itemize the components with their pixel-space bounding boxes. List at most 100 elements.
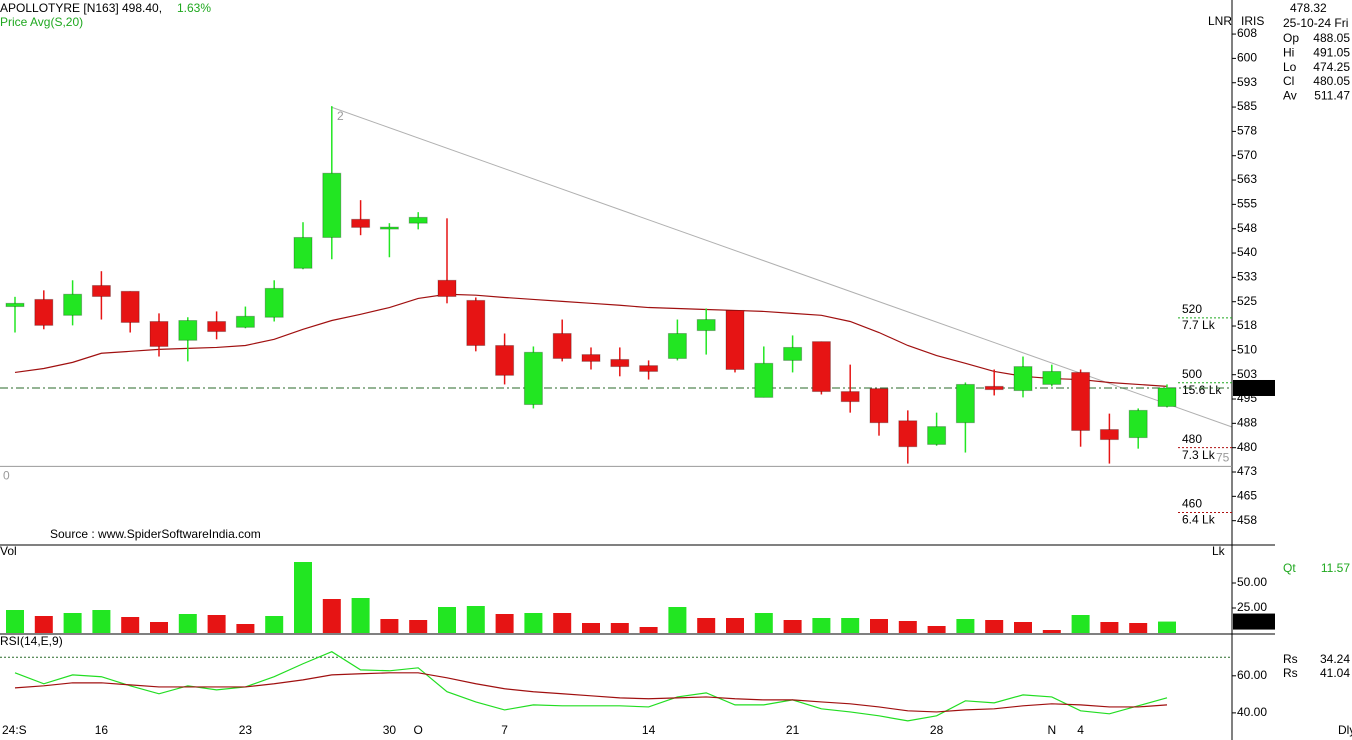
volume-bar	[697, 618, 716, 633]
y-tick-label: 465	[1237, 489, 1257, 503]
level-volume: 7.7 Lk	[1182, 318, 1216, 332]
candle-body	[322, 172, 342, 238]
y-tick-label: 518	[1237, 318, 1257, 332]
volume-bar	[1129, 623, 1148, 633]
candle-body	[1099, 429, 1119, 441]
candle-body	[725, 309, 745, 370]
last-volume-label: 11.44	[1236, 614, 1265, 628]
candle-body	[1157, 387, 1177, 407]
candle-body	[955, 383, 975, 424]
volume-bar	[150, 622, 168, 633]
candle-body	[984, 385, 1004, 391]
interval: Dly	[1338, 723, 1352, 737]
candle-body	[898, 420, 918, 448]
readout-value: 480.05	[1313, 74, 1350, 88]
y-tick-label: 50.00	[1237, 575, 1267, 589]
volume-bar	[1158, 621, 1176, 633]
volume-bar	[668, 607, 687, 633]
readout-value: 488.05	[1313, 31, 1350, 45]
rsi-line	[14, 672, 1168, 713]
x-tick-label: 4	[1077, 723, 1084, 737]
volume-bar	[726, 618, 744, 633]
readout-value: 41.04	[1320, 666, 1350, 680]
support-label: 75	[1216, 451, 1230, 465]
level-label: 520	[1182, 302, 1202, 316]
candle-body	[178, 320, 198, 341]
x-tick-label: 16	[95, 723, 109, 737]
level-label: 480	[1182, 432, 1202, 446]
readout-value: 511.47	[1314, 88, 1350, 102]
candle-body	[696, 319, 716, 332]
level-volume: 6.4 Lk	[1182, 513, 1216, 527]
y-tick-label: 600	[1237, 51, 1257, 65]
x-tick-label: 23	[239, 723, 253, 737]
candle-body	[1013, 366, 1033, 392]
candle-body	[120, 290, 140, 323]
volume-bar	[1100, 622, 1119, 633]
change: 1.63%	[177, 1, 211, 15]
legend-entry: Rs	[1283, 666, 1298, 680]
y-tick-label: 533	[1237, 270, 1257, 284]
candle-body	[34, 298, 54, 326]
volume-bar	[898, 621, 917, 633]
support-label: 0	[3, 469, 10, 483]
volume-bar	[380, 619, 399, 633]
readout-label: Cl	[1283, 74, 1294, 88]
volume-bar	[438, 607, 456, 633]
volume-bar	[524, 613, 543, 633]
trendline	[330, 106, 1233, 428]
last-volume-box	[1233, 613, 1275, 630]
candle-body	[840, 391, 860, 403]
x-tick-label: N	[1047, 723, 1056, 737]
scale-mode: LNR	[1208, 14, 1232, 28]
y-tick-label: 60.00	[1237, 668, 1267, 682]
readout-value: 11.57	[1321, 561, 1350, 575]
candle-body	[639, 365, 659, 372]
x-tick-label: 14	[642, 723, 656, 737]
y-tick-label: 585	[1237, 99, 1257, 113]
panel-unit: Lk	[1212, 544, 1226, 558]
cursor-price: 478.32	[1290, 1, 1327, 15]
candle-body	[783, 346, 803, 361]
candle-body	[149, 320, 169, 347]
candle-body	[869, 388, 889, 424]
readout-label: Av	[1283, 88, 1297, 102]
candle-body	[552, 332, 572, 359]
volume-bar	[841, 618, 860, 633]
candle-body	[1042, 370, 1062, 385]
volume-bar	[783, 620, 802, 633]
y-tick-label: 593	[1237, 75, 1257, 89]
cursor-date: 25-10-24 Fri	[1283, 16, 1348, 30]
x-tick-label: 7	[501, 723, 508, 737]
volume-bar	[985, 620, 1004, 633]
y-tick-label: 548	[1237, 221, 1257, 235]
candle-body	[811, 341, 831, 393]
y-tick-label: 555	[1237, 197, 1257, 211]
candle-body	[379, 226, 399, 230]
volume-bar	[639, 627, 658, 633]
level-label: 460	[1182, 497, 1202, 511]
volume-bar	[1071, 615, 1090, 633]
x-tick-label: 30	[383, 723, 397, 737]
candle-body	[523, 351, 543, 406]
candle-body	[581, 354, 601, 362]
candle-body	[293, 236, 313, 269]
candle-body	[264, 287, 284, 318]
readout-label: Op	[1283, 31, 1299, 45]
moving-average	[14, 293, 1168, 387]
x-tick-label: 28	[930, 723, 944, 737]
candle-body	[207, 320, 227, 333]
candle-body	[754, 362, 774, 398]
candle-body	[610, 358, 630, 368]
candle-body	[927, 426, 947, 445]
y-tick-label: 473	[1237, 464, 1257, 478]
candle-body	[1128, 409, 1148, 439]
candle-body	[466, 299, 486, 346]
volume-bar	[466, 606, 485, 633]
volume-bar	[178, 614, 197, 633]
candle-body	[667, 332, 687, 359]
readout-label: Lo	[1283, 60, 1297, 74]
volume-bar	[956, 619, 975, 633]
y-tick-label: 578	[1237, 124, 1257, 138]
